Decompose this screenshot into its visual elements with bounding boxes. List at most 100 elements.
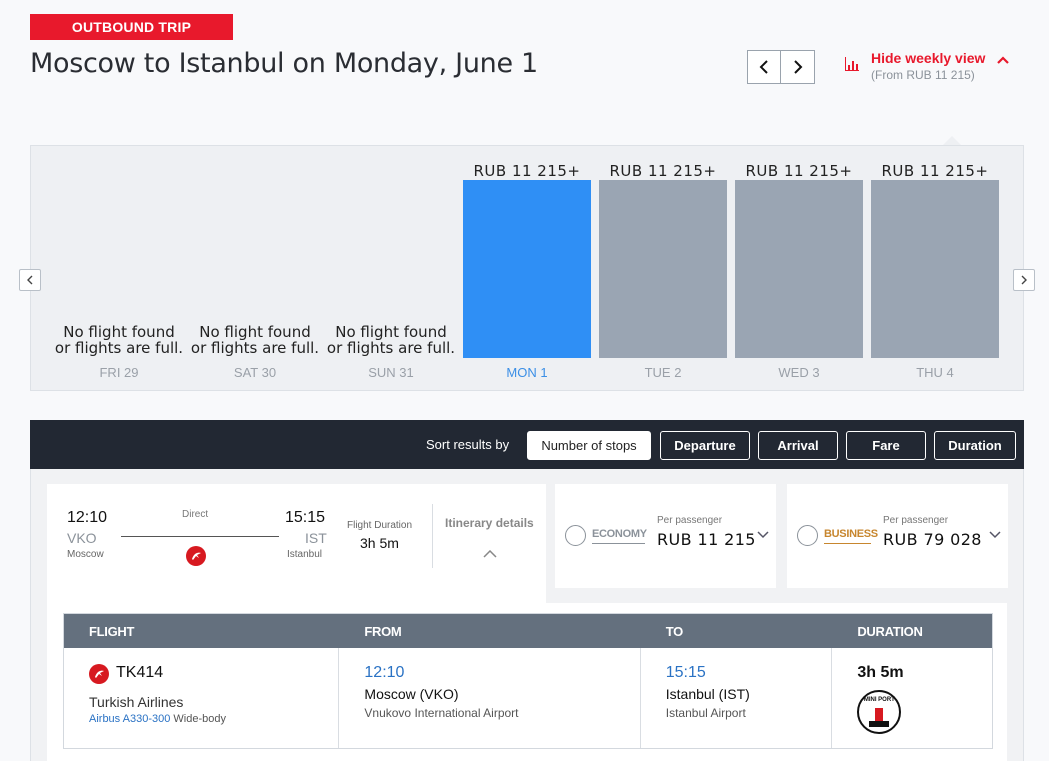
day-column: No flight found or flights are full. SUN 3… (327, 146, 455, 390)
price-bar[interactable] (599, 180, 727, 358)
chevron-right-icon (793, 60, 802, 74)
business-radio[interactable] (797, 525, 818, 546)
table-row: TK414 Turkish Airlines Airbus A330-300 W… (64, 648, 992, 748)
route-line (121, 536, 279, 537)
no-flight-line-2: or flights are full. (54, 339, 184, 357)
aircraft-info: Airbus A330-300 Wide-body (89, 713, 226, 725)
price-bar[interactable] (463, 180, 591, 358)
economy-label: ECONOMY (592, 528, 647, 540)
chevron-right-icon (1021, 275, 1027, 285)
bar-price-label: RUB 11 215+ (881, 162, 989, 180)
bar-price-label: RUB 11 215+ (609, 162, 717, 180)
itinerary-details-panel: FLIGHT FROM TO DURATION TK414 Turkish Ai… (47, 603, 1007, 761)
aircraft-body: Wide-body (170, 713, 226, 725)
business-underline (824, 543, 871, 544)
trip-badge: OUTBOUND TRIP (30, 14, 233, 40)
next-day-button[interactable] (781, 50, 815, 84)
to-place: Istanbul (IST) (665, 686, 750, 702)
header-flight: FLIGHT (89, 623, 135, 639)
day-column: No flight found or flights are full. FRI 2… (55, 146, 183, 390)
day-column[interactable]: RUB 11 215+ WED 3 (735, 146, 863, 390)
previous-day-button[interactable] (747, 50, 781, 84)
day-label: FRI 29 (99, 365, 139, 380)
economy-price: RUB 11 215 (657, 530, 756, 549)
weekly-price-chart: No flight found or flights are full. FRI 2… (30, 145, 1024, 391)
stops-label: Direct (182, 509, 209, 520)
day-navigation (747, 50, 815, 84)
chevron-down-icon[interactable] (757, 526, 769, 542)
day-label: WED 3 (778, 365, 820, 380)
day-label: SAT 30 (233, 365, 277, 380)
table-header: FLIGHT FROM TO DURATION (64, 614, 992, 648)
flight-details-table: FLIGHT FROM TO DURATION TK414 Turkish Ai… (63, 613, 993, 749)
results-list: 12:10 VKO Moscow Direct 15:15 IST Istanb… (30, 469, 1024, 761)
miniport-text: MINI PORT (863, 697, 895, 703)
departure-time: 12:10 (67, 509, 108, 526)
hide-weekly-view-toggle[interactable]: Hide weekly view (From RUB 11 215) (845, 50, 1010, 82)
header-duration: DURATION (857, 623, 923, 639)
aircraft-link[interactable]: Airbus A330-300 (89, 713, 171, 725)
departure-city: Moscow (67, 549, 104, 560)
from-place: Moscow (VKO) (364, 686, 459, 702)
no-flight-message: No flight found or flights are full. (181, 324, 329, 356)
per-passenger-label: Per passenger (883, 515, 949, 526)
per-passenger-label: Per passenger (657, 515, 723, 526)
day-label: MON 1 (506, 365, 548, 380)
weekly-view-label: Hide weekly view (871, 50, 986, 66)
duration-cell: 3h 5m MINI PORT (832, 648, 992, 748)
arrival-code: IST (305, 530, 327, 546)
price-bar[interactable] (871, 180, 999, 358)
arrival-city: Istanbul (287, 549, 323, 560)
no-flight-line-1: No flight found (335, 323, 447, 341)
day-label: THU 4 (916, 365, 954, 380)
day-label: TUE 2 (644, 365, 682, 380)
flight-summary-card: 12:10 VKO Moscow Direct 15:15 IST Istanb… (47, 484, 546, 604)
day-column[interactable]: RUB 11 215+ THU 4 (871, 146, 999, 390)
day-label: SUN 31 (368, 365, 414, 380)
weekly-min-price: (From RUB 11 215) (871, 68, 975, 82)
price-bar[interactable] (735, 180, 863, 358)
business-fare-card[interactable]: BUSINESS Per passenger RUB 79 028 (787, 484, 1008, 588)
divider (432, 504, 433, 568)
day-column[interactable]: RUB 11 215+ MON 1 (463, 146, 591, 390)
economy-radio[interactable] (565, 525, 586, 546)
chevron-up-icon (997, 52, 1010, 67)
flight-number: TK414 (116, 664, 164, 681)
header-from: FROM (364, 623, 402, 639)
sort-fare-button[interactable]: Fare (846, 431, 926, 460)
bar-price-label: RUB 11 215+ (745, 162, 853, 180)
chevron-left-icon (759, 60, 768, 74)
business-label: BUSINESS (824, 528, 878, 540)
economy-underline (592, 543, 645, 544)
airline-name: Turkish Airlines (89, 694, 184, 710)
segment-duration: 3h 5m (857, 664, 904, 681)
itinerary-details-link[interactable]: Itinerary details (445, 516, 534, 530)
economy-fare-card[interactable]: ECONOMY Per passenger RUB 11 215 (555, 484, 776, 588)
no-flight-message: No flight found or flights are full. (45, 324, 193, 356)
miniport-logo-icon: MINI PORT (857, 690, 902, 734)
chevron-down-icon[interactable] (989, 526, 1001, 542)
business-price: RUB 79 028 (883, 530, 982, 549)
chart-prev-button[interactable] (19, 269, 41, 291)
sort-stops-button[interactable]: Number of stops (527, 431, 651, 460)
sort-arrival-button[interactable]: Arrival (758, 431, 838, 460)
flight-cell: TK414 Turkish Airlines Airbus A330-300 W… (64, 648, 340, 748)
no-flight-line-2: or flights are full. (190, 339, 320, 357)
chart-next-button[interactable] (1013, 269, 1035, 291)
from-airport: Vnukovo International Airport (364, 706, 519, 720)
no-flight-message: No flight found or flights are full. (317, 324, 465, 356)
day-column[interactable]: RUB 11 215+ TUE 2 (599, 146, 727, 390)
to-cell: 15:15 Istanbul (IST) Istanbul Airport (641, 648, 833, 748)
bar-chart-icon (845, 57, 861, 71)
from-time: 12:10 (364, 664, 405, 681)
sort-departure-button[interactable]: Departure (660, 431, 750, 460)
no-flight-line-2: or flights are full. (326, 339, 456, 357)
chevron-up-icon[interactable] (483, 547, 497, 561)
sort-duration-button[interactable]: Duration (934, 431, 1016, 460)
no-flight-line-1: No flight found (199, 323, 311, 341)
chart-pointer (942, 136, 962, 146)
arrival-time: 15:15 (285, 509, 326, 526)
chevron-left-icon (27, 275, 33, 285)
turkish-airlines-logo-icon (186, 546, 206, 566)
header-to: TO (665, 623, 684, 639)
